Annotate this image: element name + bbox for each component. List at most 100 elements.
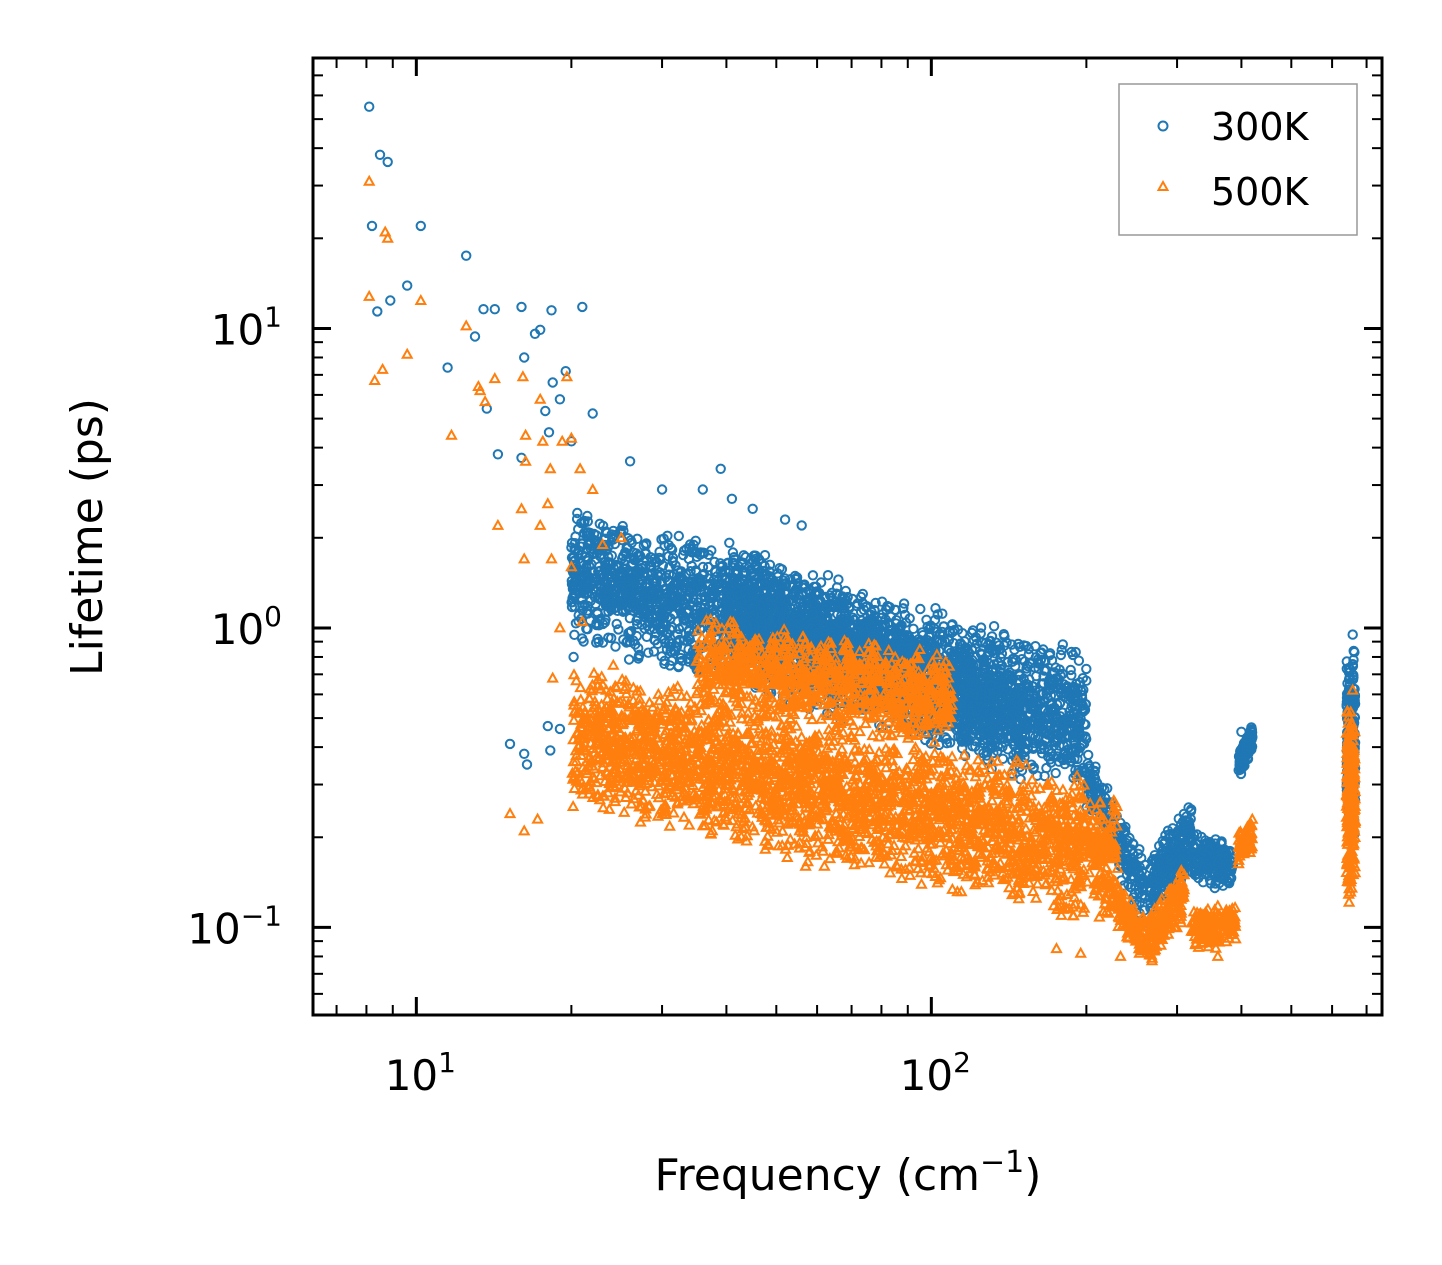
point-300k bbox=[1066, 670, 1077, 681]
point-300k bbox=[1067, 649, 1079, 661]
point-300k bbox=[613, 624, 624, 635]
point-300k bbox=[1078, 738, 1089, 749]
point-300k bbox=[618, 525, 629, 536]
point-300k bbox=[932, 609, 943, 620]
point-300k bbox=[703, 561, 714, 573]
point-300k bbox=[943, 643, 954, 655]
point-300k bbox=[632, 533, 643, 544]
point-300k bbox=[611, 618, 622, 630]
point-300k bbox=[673, 660, 684, 672]
point-300k bbox=[807, 570, 819, 581]
point-300k bbox=[585, 543, 596, 554]
point-300k bbox=[1045, 717, 1056, 728]
point-300k bbox=[685, 566, 696, 577]
point-300k bbox=[876, 596, 888, 607]
point-300k bbox=[847, 593, 858, 605]
point-300k bbox=[997, 726, 1008, 737]
point-300k bbox=[652, 638, 663, 649]
point-300k bbox=[654, 567, 665, 578]
point-300k bbox=[593, 620, 605, 631]
point-300k bbox=[1078, 705, 1090, 716]
point-300k bbox=[629, 569, 641, 580]
point-300k bbox=[618, 550, 629, 562]
point-300k bbox=[740, 613, 751, 624]
point-300k bbox=[673, 530, 684, 542]
point-300k bbox=[1037, 748, 1048, 759]
point-300k bbox=[644, 600, 655, 612]
point-300k bbox=[596, 587, 607, 598]
point-300k bbox=[642, 620, 653, 631]
point-300k bbox=[948, 638, 959, 649]
point-300k bbox=[1035, 689, 1046, 700]
point-300k bbox=[1001, 637, 1012, 648]
points-layer bbox=[362, 101, 1362, 966]
point-300k bbox=[988, 621, 1000, 632]
point-300k bbox=[996, 648, 1008, 659]
point-300k bbox=[898, 598, 910, 609]
point-300k bbox=[986, 631, 998, 642]
point-300k bbox=[577, 600, 588, 611]
point-300k bbox=[717, 560, 728, 571]
point-300k bbox=[869, 605, 880, 616]
point-300k bbox=[695, 586, 706, 598]
point-300k bbox=[838, 599, 849, 610]
point-300k bbox=[1006, 639, 1017, 650]
point-300k bbox=[1063, 694, 1075, 705]
point-300k bbox=[739, 562, 750, 573]
point-300k bbox=[1070, 646, 1081, 658]
point-300k bbox=[676, 573, 687, 584]
point-300k bbox=[697, 561, 709, 573]
point-300k bbox=[1046, 674, 1058, 685]
point-300k bbox=[602, 558, 614, 569]
point-300k bbox=[1057, 639, 1069, 650]
point-300k bbox=[572, 507, 583, 519]
point-300k bbox=[675, 567, 686, 578]
point-300k bbox=[940, 732, 951, 743]
point-300k bbox=[836, 610, 847, 622]
point-300k bbox=[1080, 699, 1092, 710]
point-300k bbox=[596, 552, 607, 563]
point-300k bbox=[1073, 721, 1084, 732]
point-300k bbox=[930, 603, 941, 614]
point-300k bbox=[582, 573, 593, 584]
point-300k bbox=[669, 592, 680, 604]
point-300k bbox=[608, 532, 619, 543]
point-300k bbox=[968, 660, 979, 672]
point-300k bbox=[964, 711, 975, 723]
point-300k bbox=[801, 597, 812, 608]
point-300k bbox=[655, 609, 667, 620]
point-300k bbox=[976, 685, 987, 696]
point-300k bbox=[656, 651, 667, 662]
point-300k bbox=[1003, 669, 1014, 680]
point-300k bbox=[621, 542, 632, 553]
point-300k bbox=[727, 547, 739, 558]
point-300k bbox=[1065, 664, 1076, 676]
point-300k bbox=[666, 544, 678, 555]
point-300k bbox=[967, 625, 979, 636]
point-300k bbox=[585, 595, 596, 607]
point-300k bbox=[1033, 700, 1045, 711]
point-300k bbox=[1034, 719, 1045, 730]
point-300k bbox=[1073, 747, 1084, 758]
point-300k bbox=[664, 562, 675, 573]
point-300k bbox=[819, 621, 830, 632]
point-300k bbox=[711, 571, 723, 582]
point-300k bbox=[697, 574, 708, 586]
point-300k bbox=[1065, 756, 1076, 767]
point-300k bbox=[615, 569, 626, 580]
point-300k bbox=[669, 608, 680, 620]
point-300k bbox=[1007, 656, 1018, 667]
point-300k bbox=[604, 573, 616, 584]
point-300k bbox=[1061, 725, 1073, 736]
point-300k bbox=[1028, 689, 1040, 700]
point-300k bbox=[579, 588, 590, 599]
point-300k bbox=[636, 579, 648, 590]
point-300k bbox=[1047, 729, 1059, 740]
point-300k bbox=[709, 556, 720, 568]
point-300k bbox=[639, 623, 650, 634]
point-300k bbox=[999, 677, 1010, 688]
point-300k bbox=[650, 575, 661, 586]
point-300k bbox=[685, 587, 697, 599]
point-300k bbox=[640, 539, 652, 550]
